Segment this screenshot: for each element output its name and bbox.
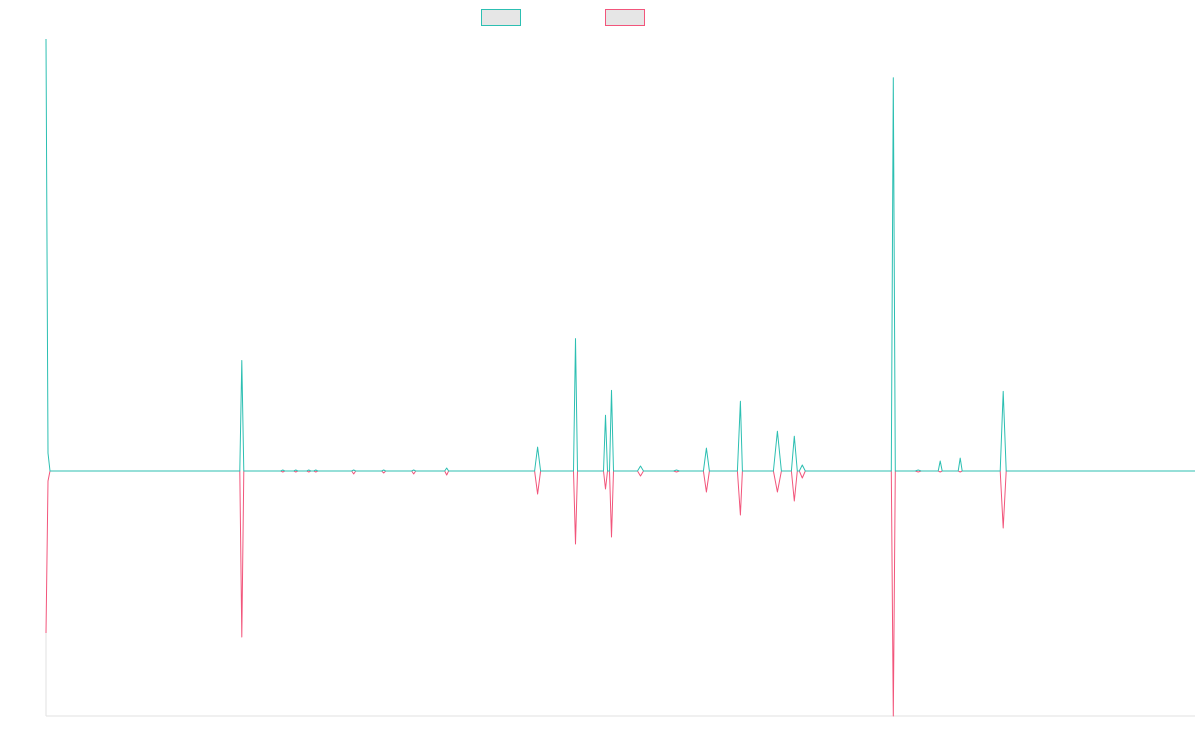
legend-swatch-1[interactable] <box>481 9 521 26</box>
series-line-2 <box>45 470 1195 717</box>
series-line-1 <box>45 38 1195 472</box>
legend <box>481 9 645 26</box>
series-layer <box>45 38 1195 717</box>
legend-swatch-2[interactable] <box>605 9 645 26</box>
